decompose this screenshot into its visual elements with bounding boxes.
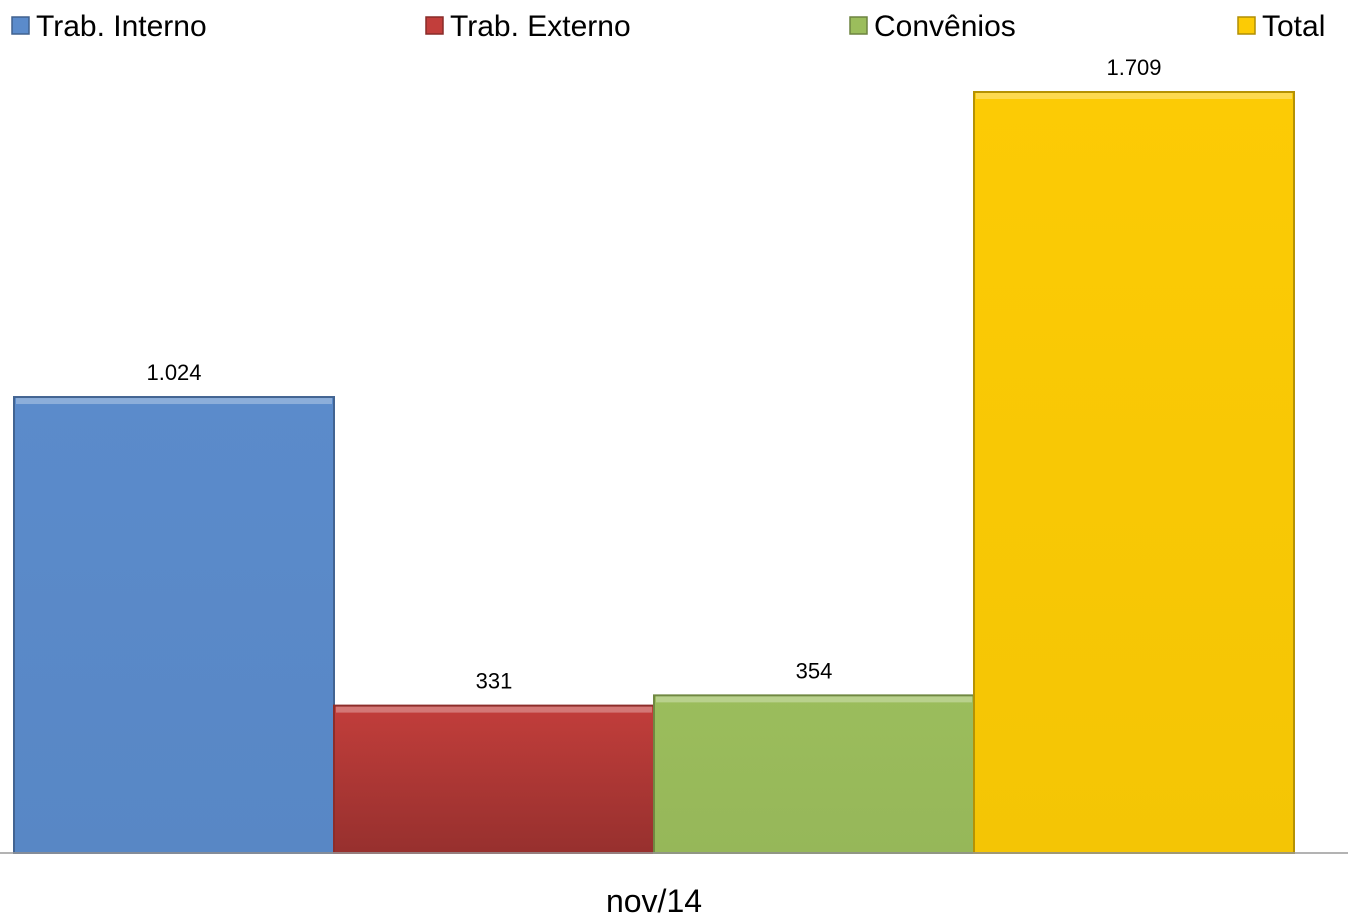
legend-swatch xyxy=(1237,16,1256,35)
legend-item-trab-interno: Trab. Interno xyxy=(11,10,207,43)
legend-item-trab-externo: Trab. Externo xyxy=(425,10,631,43)
legend-swatch xyxy=(849,16,868,35)
legend-item-total: Total xyxy=(1237,10,1325,43)
bar-trab-interno xyxy=(13,396,335,854)
legend-label: Trab. Externo xyxy=(450,10,631,43)
bar-bevel xyxy=(976,93,1292,99)
data-label-trab-interno: 1.024 xyxy=(146,360,201,385)
legend-label: Convênios xyxy=(874,10,1016,43)
data-label-total: 1.709 xyxy=(1106,55,1161,80)
bars: 1.024 331 354 1.709 xyxy=(13,55,1295,855)
bar-bevel xyxy=(16,398,332,405)
data-label-convenios: 354 xyxy=(796,658,833,683)
bar-bevel xyxy=(336,706,652,713)
legend-label: Trab. Interno xyxy=(36,10,207,43)
bar-bevel xyxy=(656,696,972,703)
bar-convenios xyxy=(653,694,975,855)
legend: Trab. Interno Trab. Externo Convênios Total xyxy=(11,10,1325,43)
legend-label: Total xyxy=(1262,10,1325,43)
legend-swatch xyxy=(425,16,444,35)
legend-swatch xyxy=(11,16,30,35)
data-label-trab-externo: 331 xyxy=(476,669,513,694)
bar-trab-externo xyxy=(333,704,655,854)
bar-total xyxy=(973,91,1295,854)
legend-item-convenios: Convênios xyxy=(849,10,1016,43)
category-label: nov/14 xyxy=(606,883,702,916)
